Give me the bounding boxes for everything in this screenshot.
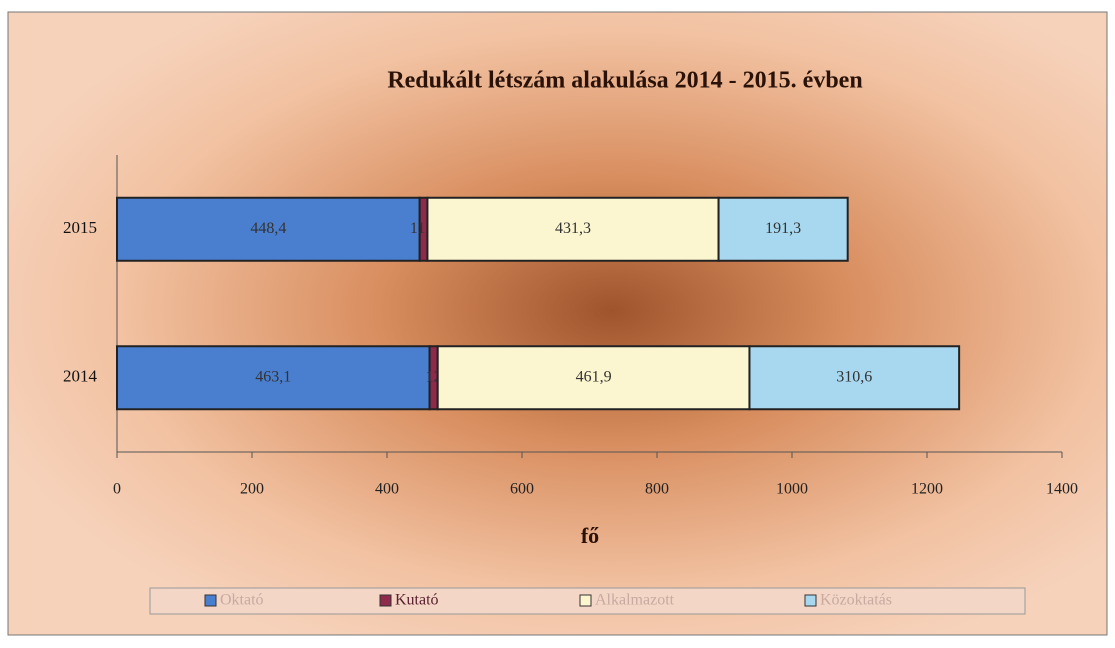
x-tick-label: 600 [510,481,534,498]
chart-title: Redukált létszám alakulása 2014 - 2015. … [387,68,862,94]
legend-label: Alkalmazott [595,592,675,609]
legend-label: Oktató [220,592,264,609]
legend-label: Kutató [395,592,439,609]
legend-swatch [379,594,392,607]
x-tick-label: 1200 [911,481,943,498]
legend-swatch [579,594,592,607]
legend-swatch [804,594,817,607]
data-label: 310,6 [836,368,872,385]
bar-segment [116,196,421,262]
x-tick-label: 400 [375,481,399,498]
y-tick-label: 2014 [63,367,98,386]
x-tick-label: 0 [113,481,121,498]
data-label: 461,9 [576,368,612,385]
data-label: 431,3 [555,220,591,237]
x-tick-label: 1400 [1046,481,1078,498]
bar-segment [436,345,751,411]
data-label: 448,4 [250,220,286,237]
bar-segment [748,345,961,411]
legend-swatch [204,594,217,607]
x-axis-label: fő [581,523,599,548]
x-tick-label: 200 [240,481,264,498]
legend-label: Közoktatás [820,592,892,609]
bar-segment [426,196,720,262]
bar-segment [717,196,849,262]
bar-segment [116,345,431,411]
y-tick-label: 2015 [63,218,97,237]
chart-background [7,11,1108,636]
x-tick-label: 1000 [776,481,808,498]
data-label: 463,1 [255,368,291,385]
data-label: 191,3 [765,220,801,237]
x-tick-label: 800 [645,481,669,498]
